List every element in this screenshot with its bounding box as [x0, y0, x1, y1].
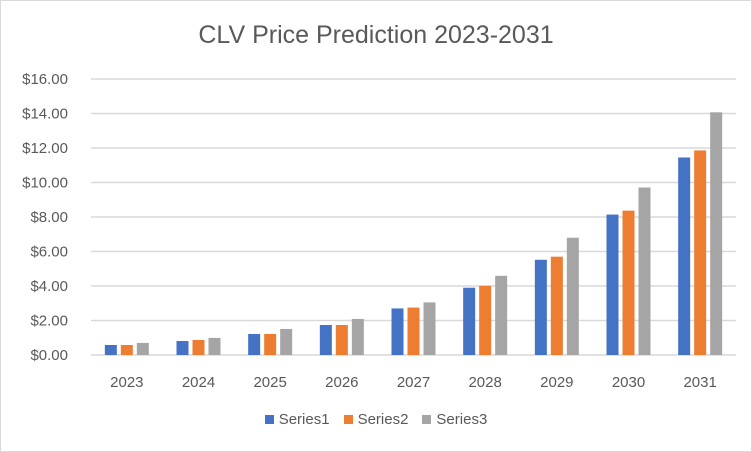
- bar-series2-2025: [264, 333, 277, 355]
- legend-label: Series3: [436, 411, 488, 428]
- x-tick-label: 2025: [253, 374, 286, 391]
- bar-series3-2026: [351, 318, 364, 355]
- bar-series1-2025: [248, 333, 261, 355]
- bar-series3-2025: [280, 328, 293, 355]
- y-tick-label: $6.00: [30, 244, 68, 261]
- legend-swatch: [264, 415, 274, 424]
- legend-label: Series1: [278, 411, 330, 428]
- x-tick-label: 2024: [182, 374, 215, 391]
- y-tick-label: $0.00: [30, 347, 68, 364]
- x-tick-label: 2027: [397, 374, 430, 391]
- bar-series1-2023: [104, 344, 117, 355]
- bar-series3-2030: [638, 187, 651, 355]
- legend-item: Series2: [343, 411, 409, 428]
- bar-series3-2029: [566, 237, 579, 355]
- bar-series1-2028: [463, 287, 476, 355]
- bar-series2-2027: [407, 307, 420, 355]
- bar-series2-2028: [479, 285, 492, 355]
- bar-series1-2030: [606, 214, 619, 355]
- bar-series2-2023: [120, 344, 133, 355]
- bar-series2-2030: [622, 210, 635, 355]
- x-tick-label: 2023: [110, 374, 143, 391]
- bar-series1-2024: [176, 341, 189, 355]
- legend-swatch: [422, 415, 432, 424]
- bar-series1-2031: [678, 157, 691, 355]
- bar-series2-2024: [192, 339, 205, 355]
- x-tick-label: 2026: [325, 374, 358, 391]
- bar-series2-2029: [550, 256, 563, 355]
- legend-label: Series2: [357, 411, 409, 428]
- chart-title: CLV Price Prediction 2023-2031: [198, 21, 554, 49]
- legend-swatch: [343, 415, 353, 424]
- y-tick-label: $12.00: [22, 140, 68, 157]
- bar-series3-2027: [423, 302, 436, 355]
- bar-series1-2029: [534, 259, 547, 355]
- legend-item: Series3: [422, 411, 487, 428]
- bar-series3-2028: [495, 275, 508, 355]
- x-tick-label: 2028: [468, 374, 501, 391]
- x-tick-label: 2030: [612, 374, 645, 391]
- bar-series3-2024: [208, 337, 221, 355]
- bar-series3-2031: [710, 112, 723, 355]
- bar-series2-2031: [694, 150, 707, 355]
- y-tick-label: $2.00: [30, 313, 68, 330]
- bar-series1-2027: [391, 308, 404, 355]
- y-tick-label: $16.00: [22, 71, 68, 88]
- bar-series2-2026: [335, 324, 348, 355]
- y-tick-label: $10.00: [22, 175, 68, 192]
- legend-item: Series1: [264, 411, 330, 428]
- bar-series3-2023: [136, 342, 149, 355]
- y-tick-label: $14.00: [22, 106, 68, 123]
- legend: Series1 Series2 Series3: [1, 411, 751, 428]
- bar-series1-2026: [319, 324, 332, 355]
- y-tick-label: $8.00: [30, 209, 68, 226]
- x-tick-label: 2029: [540, 374, 573, 391]
- y-tick-label: $4.00: [30, 278, 68, 295]
- x-tick-label: 2031: [683, 374, 716, 391]
